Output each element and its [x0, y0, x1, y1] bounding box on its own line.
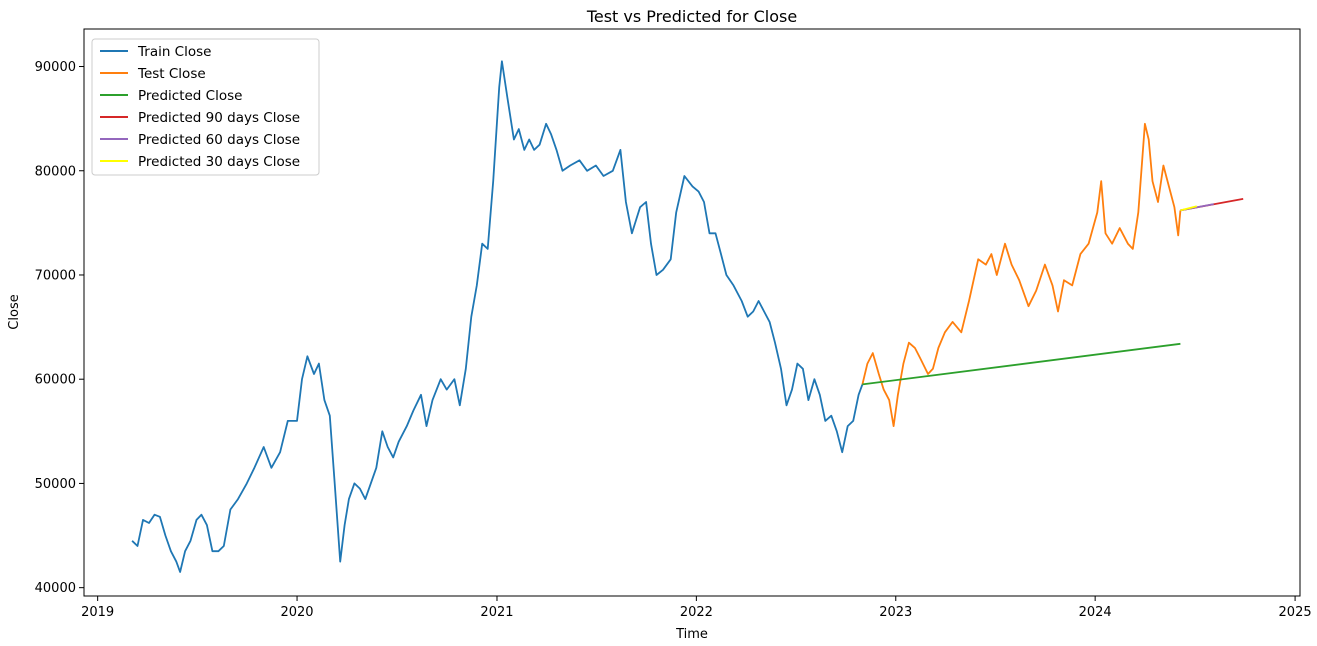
series-line-2	[861, 122, 1182, 428]
y-axis: 40000 50000 60000 70000 80000 90000	[35, 60, 84, 596]
chart-title: Test vs Predicted for Close	[586, 7, 797, 26]
x-tick-label: 2023	[879, 605, 912, 620]
x-tick-label: 2019	[81, 605, 114, 620]
y-tick-label: 60000	[35, 373, 76, 388]
x-axis-title: Time	[675, 627, 708, 642]
legend-box	[91, 38, 320, 176]
legend-label: Predicted 60 days Close	[138, 132, 300, 148]
x-axis: 2019 2020 2021 2022 2023 2024 2025	[81, 596, 1312, 620]
series-line-1	[131, 60, 864, 573]
x-tick-label: 2022	[680, 605, 713, 620]
legend-label: Train Close	[137, 44, 211, 60]
x-tick-label: 2021	[480, 605, 513, 620]
legend-label: Predicted 90 days Close	[138, 110, 300, 126]
x-tick-label: 2025	[1279, 605, 1312, 620]
plot-frame	[83, 28, 1301, 597]
y-tick-label: 90000	[35, 60, 76, 75]
x-tick-label: 2024	[1079, 605, 1112, 620]
series-line-3	[862, 342, 1181, 386]
y-tick-label: 40000	[35, 581, 76, 596]
y-tick-label: 50000	[35, 477, 76, 492]
legend-label: Predicted Close	[138, 88, 242, 104]
y-axis-title: Close	[7, 294, 22, 329]
series-line-6	[1180, 205, 1198, 212]
y-tick-label: 80000	[35, 164, 76, 179]
y-tick-label: 70000	[35, 268, 76, 283]
legend-label: Predicted 30 days Close	[138, 154, 300, 170]
legend-label: Test Close	[137, 66, 206, 82]
series-layer	[131, 60, 1244, 573]
legend: Train Close Test Close Predicted Close Pred…	[91, 38, 320, 176]
x-tick-label: 2020	[280, 605, 313, 620]
